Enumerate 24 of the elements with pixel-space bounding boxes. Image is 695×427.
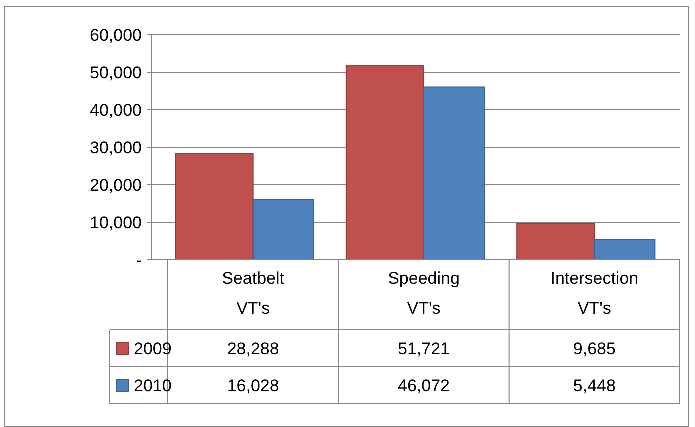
x-tick-label: Speeding VT's — [388, 269, 460, 318]
data-label: 28,288 — [227, 339, 280, 358]
legend-label: 2009 — [134, 339, 172, 358]
y-tick-label: 10,000 — [90, 213, 142, 232]
bar — [346, 66, 424, 260]
y-tick-label: 20,000 — [90, 176, 142, 195]
bar — [175, 153, 254, 260]
x-tick-label: Seatbelt VT's — [222, 269, 285, 318]
x-tick-label: Intersection VT's — [550, 269, 639, 318]
bar — [424, 86, 486, 260]
y-tick-label: 30,000 — [90, 138, 142, 158]
y-tick-label: 60,000 — [90, 26, 142, 45]
y-tick-label: 40,000 — [90, 100, 142, 120]
y-tick-label: 50,000 — [90, 63, 142, 82]
y-tick-label: - — [136, 250, 142, 270]
data-label: 46,072 — [398, 376, 450, 396]
bar — [252, 199, 314, 260]
legend-label: 2010 — [134, 376, 172, 396]
data-label: 16,028 — [227, 376, 280, 396]
data-label: 5,448 — [573, 376, 616, 396]
data-label: 9,685 — [573, 339, 616, 358]
bar — [594, 239, 656, 260]
data-label: 51,721 — [398, 339, 450, 358]
bar — [516, 223, 596, 260]
